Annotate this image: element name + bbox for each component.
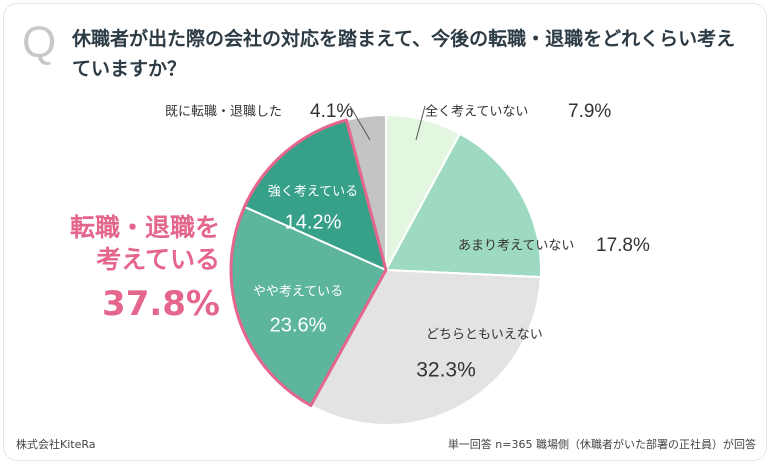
leader-line [415, 105, 426, 141]
highlight-label-line1: 転職・退職を [69, 213, 220, 242]
highlight-value: 37.8% [102, 284, 220, 324]
footnote: 単一回答 n=365 職場側（休職者がいた部署の正社員）が回答 [447, 438, 756, 451]
slice-value: 23.6% [270, 314, 327, 336]
highlight-label: 転職・退職を 考えている [60, 212, 220, 276]
highlight-label-line2: 考えている [96, 245, 220, 274]
slice-label: 全く考えていない [425, 104, 528, 120]
slice-value: 7.9% [568, 101, 611, 122]
leader-line [349, 105, 371, 141]
slice-value: 4.1% [310, 101, 353, 122]
slice-label: 既に転職・退職した [165, 105, 282, 120]
q-mark: Q [22, 18, 57, 67]
chart-title: 休職者が出た際の会社の対応を踏まえて、今後の転職・退職をどれくらい考えていますか… [72, 28, 736, 80]
pie-slice [384, 132, 542, 279]
slice-value: 14.2% [285, 211, 342, 233]
slice-label: あまり考えていない [458, 239, 574, 254]
pie-slice [309, 268, 542, 426]
slice-value: 32.3% [416, 359, 476, 382]
slice-label: どちらともいえない [426, 328, 543, 343]
slice-label: 強く考えている [268, 185, 358, 200]
company-name: 株式会社KiteRa [16, 438, 96, 451]
slice-label: やや考えている [253, 285, 343, 300]
highlight-outline [229, 118, 388, 408]
slice-value: 17.8% [596, 235, 650, 256]
